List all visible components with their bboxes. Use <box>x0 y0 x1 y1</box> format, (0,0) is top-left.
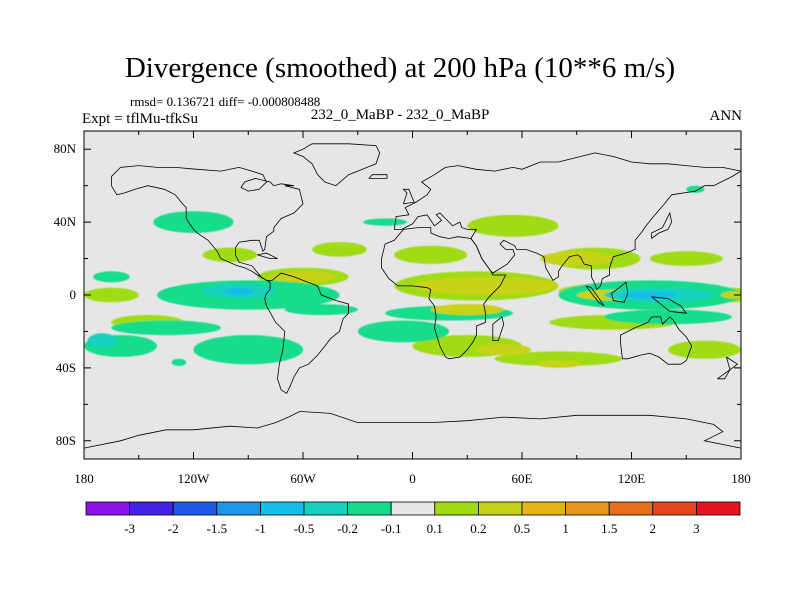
colorbar-box-9 <box>477 501 523 516</box>
y-tick-label-2: 0 <box>70 287 77 302</box>
field-anomaly-neg-28 <box>686 185 705 193</box>
colorbar-box-6 <box>347 501 392 516</box>
colorbar-label-2: -1.5 <box>207 521 228 536</box>
colorbar-box-7 <box>390 501 436 516</box>
colorbar-box-0 <box>85 501 130 516</box>
field-anomaly-pos-37 <box>721 291 741 299</box>
x-tick-label-1: 120W <box>178 471 211 486</box>
y-tick-label-4: 80S <box>56 433 76 448</box>
colorbar-label-12: 2 <box>650 521 657 536</box>
field-anomaly-pos-9 <box>394 245 468 264</box>
coastline-11 <box>651 296 688 314</box>
y-tick-label-1: 40N <box>54 214 77 229</box>
stats-text: rmsd= 0.136721 diff= -0.000808488 <box>130 94 321 109</box>
coastline-5 <box>84 411 741 459</box>
x-tick-label-3: 0 <box>409 471 416 486</box>
colorbar-box-1 <box>129 501 174 516</box>
field-anomaly-pos-31 <box>540 251 614 266</box>
field-anomaly-neg-27 <box>363 218 407 226</box>
x-tick-label-6: 180 <box>731 471 751 486</box>
coastline-13 <box>257 252 278 260</box>
colorbar-box-5 <box>303 501 348 516</box>
field-anomaly-neg-20 <box>111 320 221 336</box>
chart-title: Divergence (smoothed) at 200 hPa (10**6 … <box>124 52 676 84</box>
colorbar-box-10 <box>521 501 566 516</box>
colorbar-box-3 <box>216 501 261 516</box>
colorbar-label-11: 1.5 <box>601 521 617 536</box>
coastline-1 <box>111 165 350 394</box>
coastline-7 <box>402 188 415 205</box>
field-anomaly-neg-41 <box>622 291 678 299</box>
field-anomaly-neg-25 <box>357 320 449 343</box>
field-anomaly-pos-10 <box>649 251 723 266</box>
coastline-2 <box>393 152 741 291</box>
coastline-14 <box>726 356 739 371</box>
colorbar-label-10: 1 <box>562 521 569 536</box>
field-anomaly-pos-13 <box>668 340 741 359</box>
x-tick-label-5: 120E <box>618 471 646 486</box>
field-anomaly-pos-6 <box>84 287 139 303</box>
coastline-12 <box>651 211 673 239</box>
coastline-15 <box>717 369 731 380</box>
field-anomaly-neg-26 <box>284 304 358 316</box>
field-anomaly-pos-8 <box>202 247 258 263</box>
field-anomaly-pos-32 <box>270 271 336 283</box>
x-tick-label-0: 180 <box>74 471 94 486</box>
colorbar-label-13: 3 <box>693 521 700 536</box>
colorbar-label-1: -2 <box>168 521 179 536</box>
colorbar-label-6: -0.1 <box>381 521 402 536</box>
case-label: 232_0_MaBP - 232_0_MaBP <box>310 107 490 123</box>
colorbar-label-0: -3 <box>124 521 135 536</box>
colorbar-label-8: 0.2 <box>470 521 486 536</box>
field-anomaly-neg-40 <box>87 333 117 348</box>
colorbar-box-13 <box>652 501 697 516</box>
y-tick-label-3: 40S <box>56 360 76 375</box>
field-anomaly-pos-35 <box>430 304 504 316</box>
coastline-10 <box>611 281 629 303</box>
colorbar-box-14 <box>696 501 741 516</box>
field-anomaly-neg-17 <box>93 271 130 283</box>
colorbar-label-5: -0.2 <box>337 521 358 536</box>
experiment-label: Expt = tflMu-tfkSu <box>82 111 198 127</box>
colorbar-label-7: 0.1 <box>427 521 443 536</box>
field-anomaly-pos-36 <box>536 360 581 368</box>
season-label: ANN <box>709 108 743 124</box>
colorbar-label-3: -1 <box>255 521 266 536</box>
coastline-9 <box>585 285 605 307</box>
colorbar-label-9: 0.5 <box>514 521 530 536</box>
field-anomaly-neg-29 <box>171 358 187 366</box>
field-anomaly-pos-11 <box>312 242 367 257</box>
coastline-6 <box>492 316 505 342</box>
coastline-4 <box>620 316 693 365</box>
x-tick-label-2: 60W <box>290 471 316 486</box>
y-tick-label-0: 80N <box>54 141 77 156</box>
x-tick-label-4: 60E <box>512 471 533 486</box>
coastline-3 <box>381 227 507 360</box>
colorbar-box-2 <box>172 501 218 516</box>
colorbar-box-12 <box>608 501 654 516</box>
field-anomaly-neg-21 <box>193 335 304 365</box>
field-anomaly-neg-42 <box>224 287 254 295</box>
coastline-8 <box>368 174 388 179</box>
coastline-0 <box>292 143 381 187</box>
field-anomaly-neg-16 <box>153 211 234 234</box>
field-anomaly-pos-12 <box>494 351 623 367</box>
field-anomaly-pos-34 <box>476 344 532 356</box>
field-anomaly-pos-30 <box>412 276 559 295</box>
colorbar-box-4 <box>259 501 305 516</box>
colorbar-box-11 <box>565 501 610 516</box>
field-anomaly-pos-14 <box>467 214 559 237</box>
colorbar-box-8 <box>434 501 479 516</box>
colorbar-label-4: -0.5 <box>294 521 315 536</box>
field-anomaly-neg-23 <box>604 309 732 325</box>
